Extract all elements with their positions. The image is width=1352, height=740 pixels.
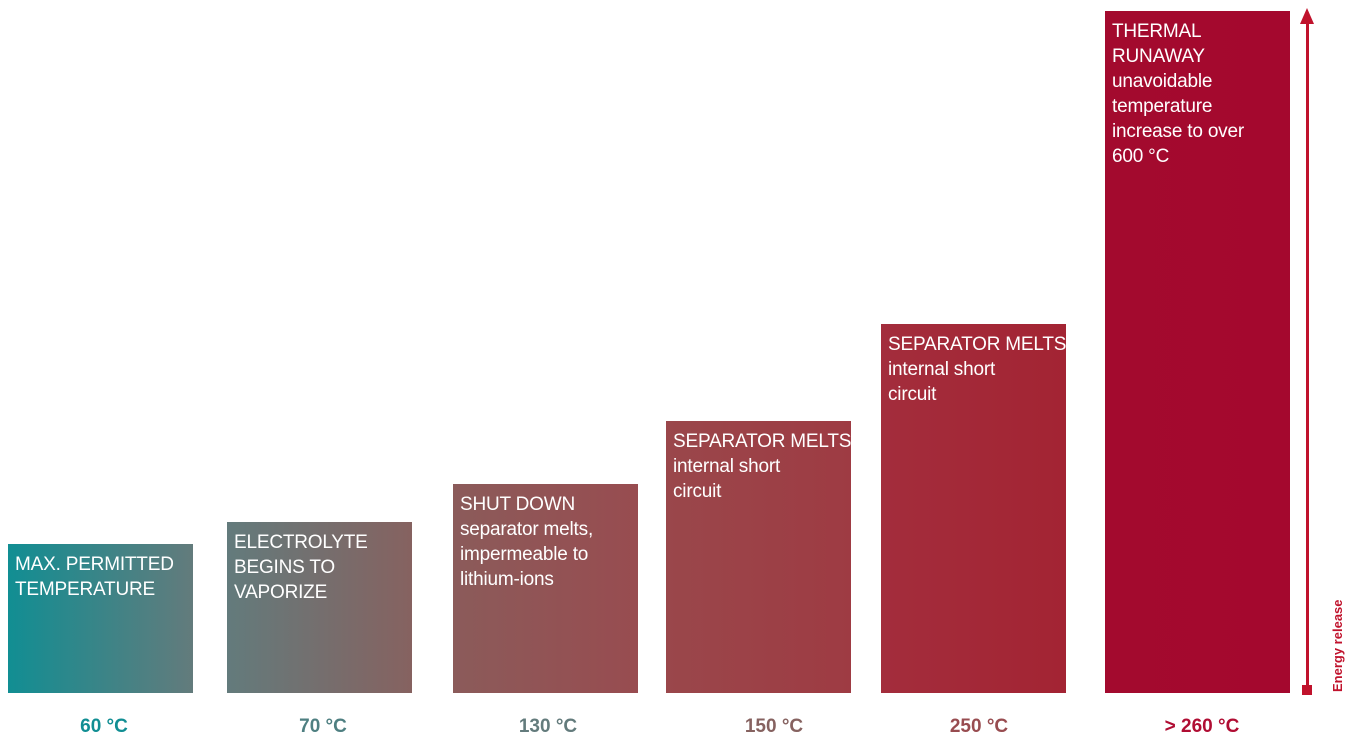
energy-axis-line	[1306, 22, 1309, 690]
temperature-label-1: 60 °C	[80, 716, 128, 737]
bar-3-text-line: SHUT DOWN	[460, 494, 576, 515]
bar-6: THERMAL RUNAWAY unavoidable temperature incr…	[1105, 11, 1290, 693]
bar-6-text-line: RUNAWAY	[1112, 46, 1205, 67]
bar-4-text-line: internal short	[673, 456, 781, 477]
temperature-label-2: 70 °C	[299, 716, 347, 737]
bar-4: SEPARATOR MELTS internal short circuit	[666, 421, 851, 693]
bar-2: ELECTROLYTE BEGINS TO VAPORIZE	[227, 522, 412, 693]
energy-axis-label: Energy release	[1330, 599, 1345, 692]
bar-3-text-line: separator melts,	[460, 519, 594, 540]
bar-5: SEPARATOR MELTS internal short circuit	[881, 324, 1066, 693]
energy-axis-arrow-icon	[1300, 8, 1314, 24]
bar-2-text-line: BEGINS TO	[234, 557, 335, 578]
bar-1-text-line: TEMPERATURE	[15, 579, 155, 600]
temperature-label-6: > 260 °C	[1164, 716, 1240, 737]
bar-6-text-line: THERMAL	[1112, 21, 1202, 42]
temperature-label-3: 130 °C	[518, 716, 578, 737]
bar-3-text-line: lithium-ions	[460, 569, 554, 590]
bar-3-text-line: impermeable to	[460, 544, 589, 565]
bar-5-text-line: circuit	[888, 384, 937, 405]
bar-6-text-line: increase to over	[1112, 121, 1244, 142]
bar-3: SHUT DOWN separator melts, impermeable to l…	[453, 484, 638, 693]
temperature-label-5: 250 °C	[949, 716, 1009, 737]
bar-5-text-line: SEPARATOR MELTS	[888, 334, 1066, 355]
bar-1-text-line: MAX. PERMITTED	[15, 554, 174, 575]
bar-2-text-line: VAPORIZE	[234, 582, 328, 603]
bar-6-text-line: unavoidable	[1112, 71, 1213, 92]
bar-4-text-line: circuit	[673, 481, 722, 502]
bar-4-text-line: SEPARATOR MELTS	[673, 431, 851, 452]
bar-1: MAX. PERMITTED TEMPERATURE	[8, 544, 193, 693]
energy-axis-base-square	[1302, 685, 1312, 695]
bar-6-text-line: 600 °C	[1112, 146, 1170, 167]
temperature-label-4: 150 °C	[744, 716, 804, 737]
bar-6-text-line: temperature	[1112, 96, 1213, 117]
bar-2-text-line: ELECTROLYTE	[234, 532, 368, 553]
bar-5-text-line: internal short	[888, 359, 996, 380]
